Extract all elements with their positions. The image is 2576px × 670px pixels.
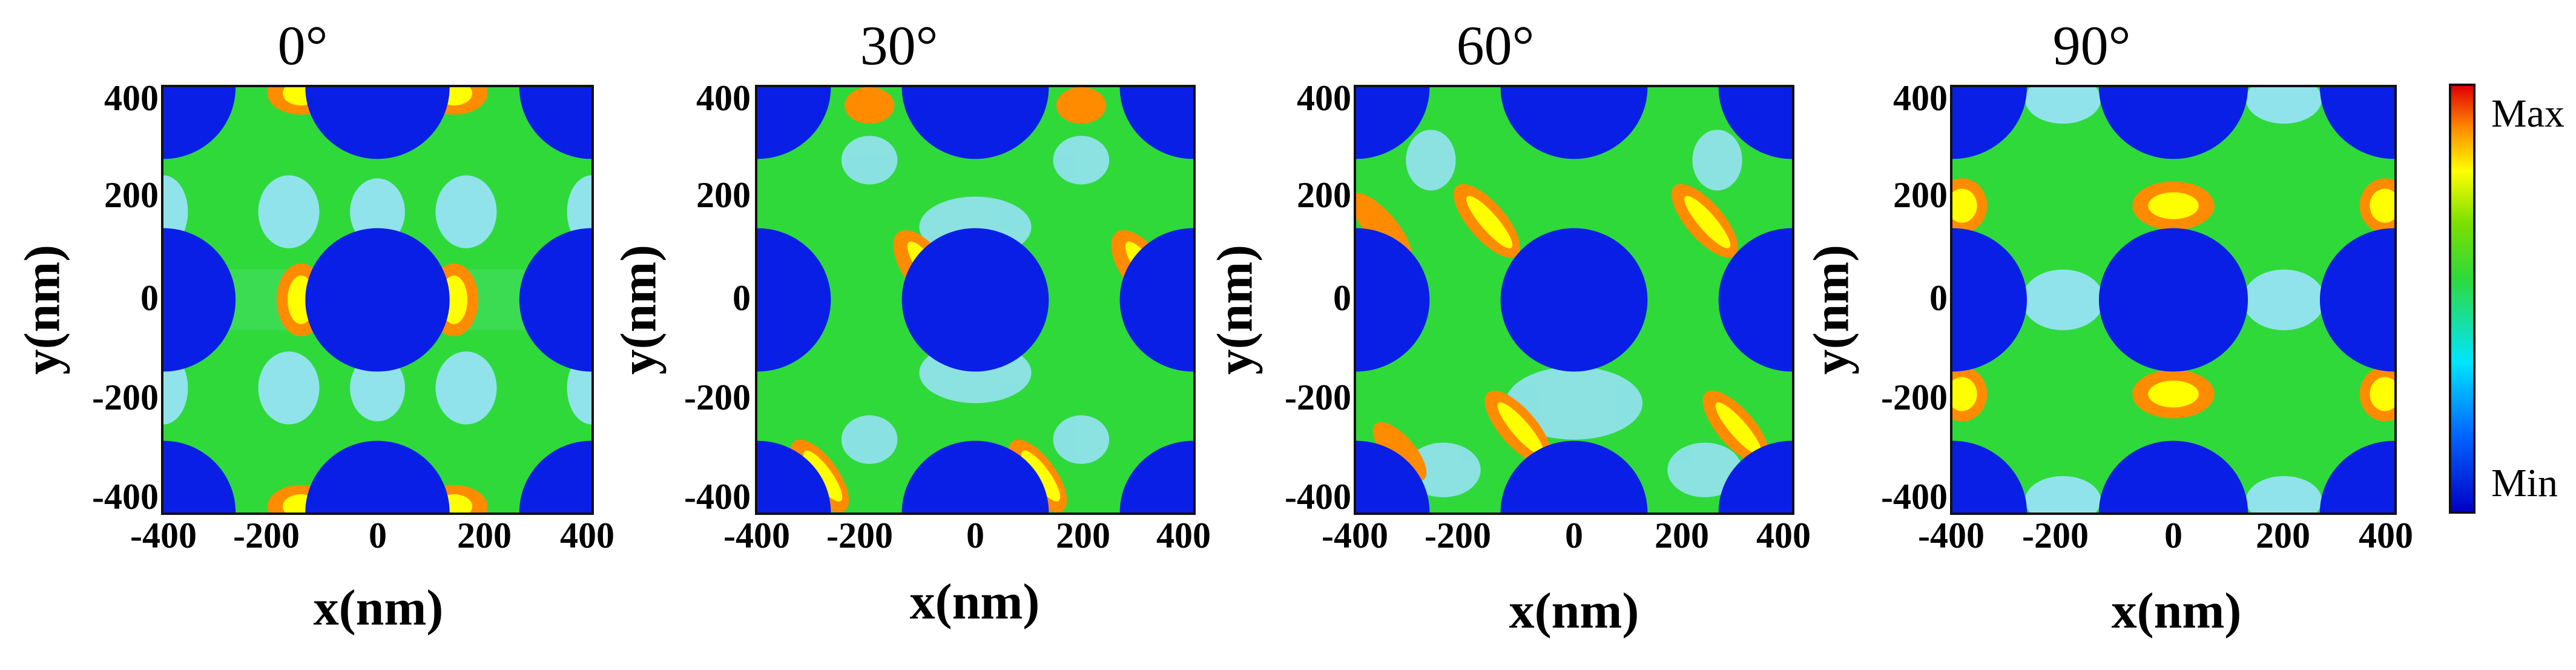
panel-title: 90° bbox=[2052, 15, 2131, 76]
field-map bbox=[1356, 87, 1792, 512]
y-tick-label: -400 bbox=[92, 477, 159, 517]
x-tick-label: 400 bbox=[1756, 516, 1811, 556]
y-tick-label: 400 bbox=[1297, 78, 1351, 118]
x-axis-label: x(nm) bbox=[313, 580, 444, 636]
y-tick-label: 400 bbox=[104, 78, 159, 118]
x-tick-label: 200 bbox=[1056, 516, 1110, 556]
y-tick-label: 200 bbox=[1297, 175, 1351, 215]
y-tick-label: -400 bbox=[684, 477, 751, 517]
x-tick-label: 0 bbox=[2164, 516, 2182, 556]
y-tick-label: 400 bbox=[696, 78, 751, 118]
heatmap-plot-area bbox=[755, 85, 1196, 515]
y-tick-label: 400 bbox=[1893, 78, 1948, 118]
x-tick-label: 200 bbox=[457, 516, 512, 556]
heatmap-plot-area bbox=[1950, 85, 2397, 515]
panel-title: 30° bbox=[860, 15, 938, 76]
y-tick-label: -400 bbox=[1881, 477, 1948, 517]
x-axis-label: x(nm) bbox=[1509, 583, 1639, 639]
panel-title: 60° bbox=[1456, 15, 1535, 76]
x-tick-label: 400 bbox=[560, 516, 614, 556]
heatmap-plot-area bbox=[1354, 85, 1794, 515]
panel-90deg: 90° y(nm) 400 200 0 -200 -400 bbox=[1789, 0, 2414, 670]
panel-60deg: 60° y(nm) 400 200 0 -200 -400 bbox=[1193, 0, 1811, 670]
panel-title: 0° bbox=[277, 15, 328, 76]
y-tick-label: 0 bbox=[140, 278, 159, 318]
y-tick-label: 0 bbox=[733, 278, 751, 318]
colorbar bbox=[2449, 84, 2476, 514]
x-tick-label: 400 bbox=[1156, 516, 1211, 556]
x-tick-label: 0 bbox=[966, 516, 984, 556]
field-map bbox=[757, 87, 1193, 512]
x-tick-label: -200 bbox=[233, 516, 300, 556]
colorbar-max-label: Max bbox=[2491, 91, 2564, 136]
x-tick-label: 200 bbox=[2256, 516, 2310, 556]
panel-0deg: 0° y(nm) 400 200 0 -200 -400 bbox=[0, 0, 615, 670]
x-axis-label: x(nm) bbox=[2111, 583, 2242, 639]
x-tick-label: -200 bbox=[2022, 516, 2089, 556]
x-tick-label: -400 bbox=[1322, 516, 1388, 556]
y-tick-label: -200 bbox=[92, 377, 159, 417]
y-tick-label: 200 bbox=[696, 175, 751, 215]
y-tick-label: -200 bbox=[1881, 377, 1948, 417]
y-tick-label: 200 bbox=[1893, 175, 1948, 215]
x-tick-label: 0 bbox=[1565, 516, 1583, 556]
x-tick-label: -400 bbox=[130, 516, 197, 556]
x-tick-label: 0 bbox=[369, 516, 387, 556]
field-map bbox=[1952, 87, 2394, 512]
x-axis-label: x(nm) bbox=[909, 574, 1040, 630]
y-tick-label: 0 bbox=[1333, 278, 1351, 318]
y-tick-label: 0 bbox=[1929, 278, 1948, 318]
x-tick-label: -200 bbox=[826, 516, 893, 556]
field-map bbox=[163, 87, 591, 512]
x-tick-label: 400 bbox=[2359, 516, 2413, 556]
y-tick-label: -200 bbox=[684, 377, 751, 417]
y-tick-label: -200 bbox=[1285, 377, 1351, 417]
x-tick-label: -400 bbox=[1918, 516, 1985, 556]
x-tick-label: -400 bbox=[723, 516, 790, 556]
heatmap-plot-area bbox=[161, 85, 594, 515]
y-tick-label: -400 bbox=[1285, 477, 1351, 517]
x-tick-label: 200 bbox=[1655, 516, 1709, 556]
y-tick-label: 200 bbox=[104, 175, 159, 215]
colorbar-min-label: Min bbox=[2491, 461, 2558, 505]
panel-30deg: 30° y(nm) 400 200 0 -200 -400 bbox=[596, 0, 1211, 670]
x-tick-label: -200 bbox=[1425, 516, 1491, 556]
